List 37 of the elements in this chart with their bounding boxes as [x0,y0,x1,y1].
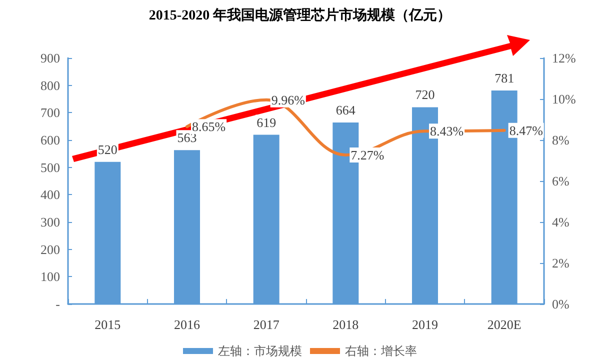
data-label: 664 [336,102,356,118]
y-tick-label: 500 [40,160,60,175]
y-tick-label: 300 [40,214,60,230]
data-label: 619 [256,114,276,130]
x-tick-label: 2018 [332,317,359,332]
y-tick-label: 100 [40,269,60,284]
data-label: 8.65% [192,119,226,134]
data-label: 781 [494,70,514,86]
legend-label: 右轴：增长率 [345,344,417,358]
y2-tick-label: 2% [552,256,570,270]
x-tick-label: 2017 [253,317,280,332]
y-tick-label: 700 [40,105,60,120]
data-label: 8.47% [509,122,544,138]
data-label: 520 [98,142,118,157]
data-label: 7.27% [350,147,384,162]
data-label: 8.43% [430,124,464,139]
y-tick-label: 400 [40,187,60,202]
y2-tick-label: 4% [552,214,570,230]
y2-tick-label: 0% [552,296,570,312]
chart-title: 2015-2020 年我国电源管理芯片市场规模（亿元） [148,6,452,24]
y-tick-label: 900 [40,50,60,66]
y-tick-label: 200 [40,242,60,257]
legend-label: 左轴：市场规模 [218,344,302,358]
x-tick-label: 2015 [94,317,121,332]
y-tick-label: - [56,296,60,312]
data-label: 720 [415,87,435,102]
y-tick-label: 600 [40,132,60,148]
y-tick-label: 800 [40,78,60,93]
x-tick-label: 2016 [174,317,200,332]
x-tick-label: 2020E [487,317,522,332]
x-tick-label: 2019 [412,317,438,332]
y2-tick-label: 6% [552,174,570,188]
data-label: 9.96% [271,92,306,108]
y2-tick-label: 10% [552,92,576,106]
data-label: 563 [177,130,197,146]
y2-tick-label: 8% [552,132,570,148]
y2-tick-label: 12% [552,50,576,66]
